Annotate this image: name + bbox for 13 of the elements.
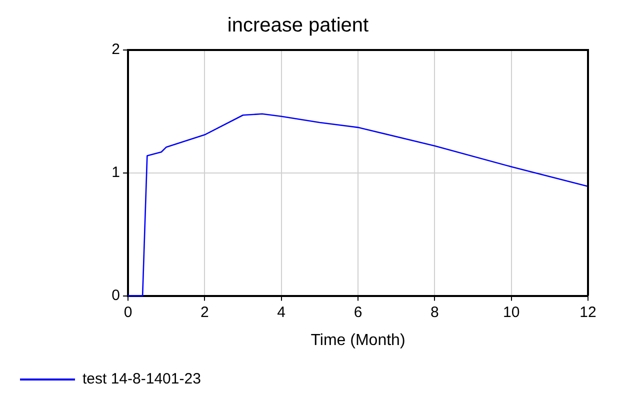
x-tick-label: 0	[124, 304, 132, 321]
x-tick-label: 12	[580, 304, 596, 321]
x-axis-title: Time (Month)	[310, 332, 406, 349]
x-tick-label: 10	[502, 304, 520, 321]
x-tick-label: 8	[430, 304, 439, 321]
y-tick-label: 1	[112, 164, 120, 182]
x-tick-label: 6	[354, 304, 362, 321]
chart-title: increase patient	[227, 14, 370, 37]
y-tick-label: 2	[112, 41, 120, 58]
x-tick-label: 4	[277, 304, 286, 321]
legend-label: test 14-8-1401-23	[82, 370, 201, 388]
y-tick-label: 0	[112, 286, 120, 304]
x-tick-label: 2	[200, 304, 209, 321]
